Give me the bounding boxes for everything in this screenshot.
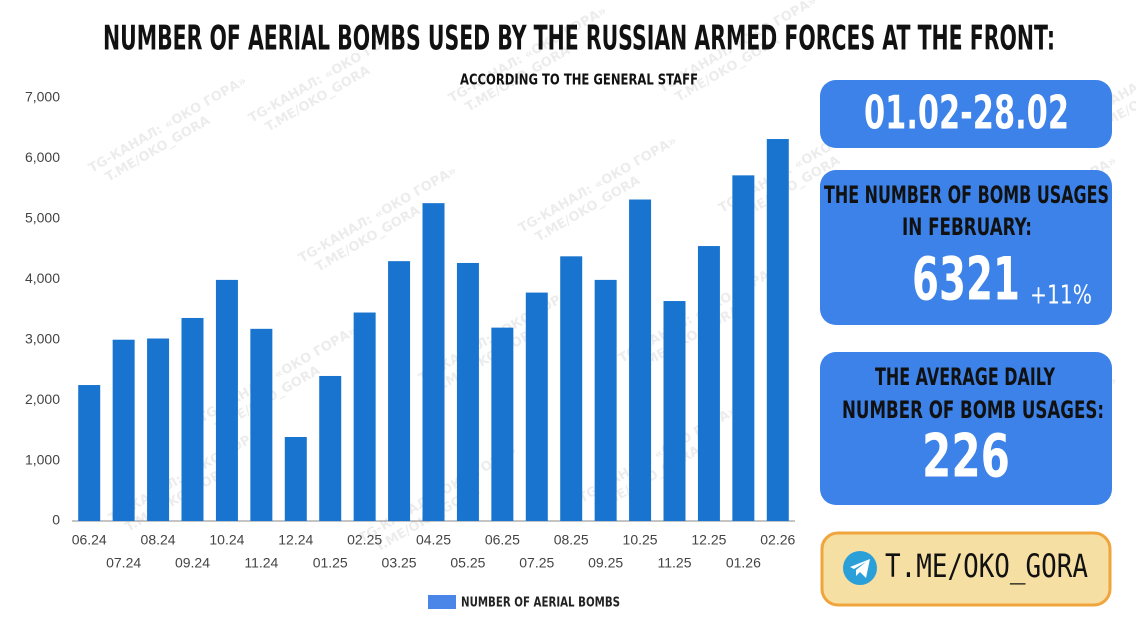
bar xyxy=(560,256,583,521)
x-tick-label: 11.25 xyxy=(658,555,692,571)
x-tick-label: 07.25 xyxy=(519,555,554,571)
bar xyxy=(147,338,170,521)
x-tick-label: 06.25 xyxy=(485,532,520,548)
telegram-plane xyxy=(850,559,870,578)
bar xyxy=(284,437,307,521)
daily-panel xyxy=(820,352,1112,505)
february-panel xyxy=(820,170,1112,325)
bar xyxy=(732,175,755,521)
legend-swatch xyxy=(428,595,456,609)
x-tick-label: 02.25 xyxy=(347,532,382,548)
daily-line2: NUMBER OF BOMB USAGES: xyxy=(842,396,1104,424)
x-tick-label: 03.25 xyxy=(382,555,417,571)
y-tick-label: 4,000 xyxy=(25,270,60,286)
bar xyxy=(353,312,376,521)
legend-label: NUMBER OF AERIAL BOMBS xyxy=(461,596,620,611)
y-tick-label: 1,000 xyxy=(25,451,60,467)
bar xyxy=(594,279,617,521)
x-tick-label: 09.25 xyxy=(588,555,623,571)
bar xyxy=(112,339,135,521)
link-text[interactable]: T.ME/OKO_GORA xyxy=(885,547,1088,585)
y-tick-label: 5,000 xyxy=(25,210,60,226)
bar xyxy=(215,279,238,521)
period-text: 01.02-28.02 xyxy=(864,86,1069,140)
bar xyxy=(663,301,686,521)
x-tick-label: 06.24 xyxy=(72,532,107,548)
bar xyxy=(491,327,514,521)
february-value: 6321 xyxy=(912,245,1020,315)
link-panel xyxy=(820,531,1112,607)
y-tick-label: 0 xyxy=(52,512,60,528)
bar xyxy=(78,385,101,521)
x-tick-label: 09.24 xyxy=(175,555,210,571)
x-tick-label: 11.24 xyxy=(244,555,278,571)
bar xyxy=(456,262,479,521)
bar xyxy=(525,292,548,521)
bar xyxy=(697,246,720,522)
x-tick-label: 12.24 xyxy=(278,532,313,548)
x-tick-label: 05.25 xyxy=(450,555,485,571)
daily-value: 226 xyxy=(922,422,1010,492)
bar xyxy=(388,261,411,521)
chart-title: NUMBER OF AERIAL BOMBS USED BY THE RUSSI… xyxy=(103,19,1055,59)
daily-line1: THE AVERAGE DAILY xyxy=(875,363,1055,391)
period-panel xyxy=(820,80,1112,148)
bar xyxy=(766,139,789,521)
bar xyxy=(629,199,652,521)
chart-subtitle: ACCORDING TO THE GENERAL STAFF xyxy=(460,71,698,89)
x-tick-label: 12.25 xyxy=(691,532,726,548)
february-line1: THE NUMBER OF BOMB USAGES xyxy=(824,181,1109,209)
x-tick-label: 08.24 xyxy=(141,532,176,548)
x-tick-label: 08.25 xyxy=(554,532,589,548)
bar xyxy=(181,317,204,521)
bar xyxy=(250,328,273,521)
y-tick-label: 7,000 xyxy=(25,89,60,105)
x-tick-label: 02.26 xyxy=(760,532,795,548)
x-tick-label: 10.25 xyxy=(623,532,658,548)
february-change: +11% xyxy=(1030,281,1092,311)
x-tick-label: 10.24 xyxy=(209,532,244,548)
bar xyxy=(422,203,445,521)
y-tick-label: 6,000 xyxy=(25,149,60,165)
x-tick-label: 01.26 xyxy=(726,555,761,571)
y-tick-label: 3,000 xyxy=(25,330,60,346)
february-line2: IN FEBRUARY: xyxy=(902,213,1032,241)
y-tick-label: 2,000 xyxy=(25,391,60,407)
x-tick-label: 07.24 xyxy=(106,555,141,571)
x-tick-label: 04.25 xyxy=(416,532,451,548)
x-tick-label: 01.25 xyxy=(313,555,348,571)
bar xyxy=(319,375,342,521)
